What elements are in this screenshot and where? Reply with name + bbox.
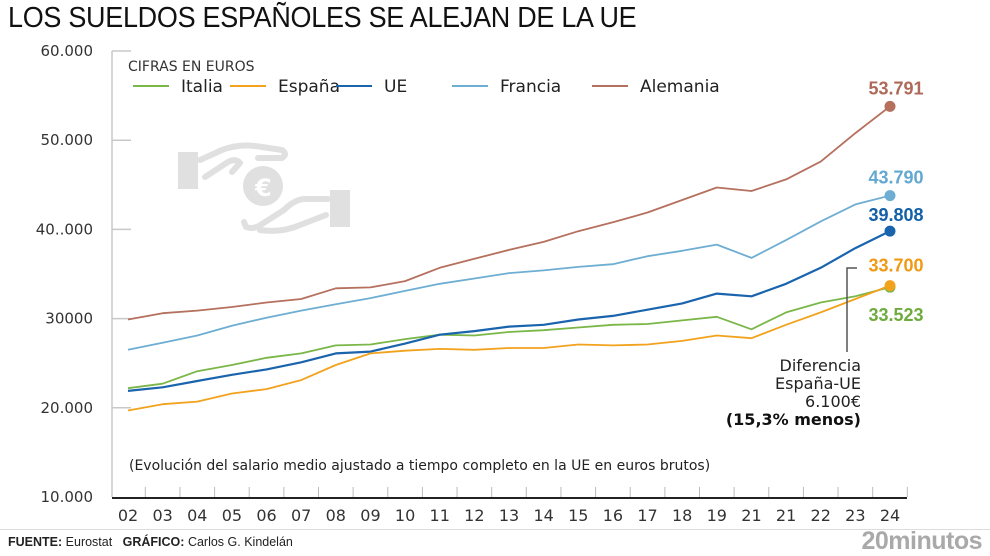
annotation-bracket	[846, 267, 857, 352]
footer-divider	[0, 529, 990, 530]
x-tick-label: 08	[326, 506, 346, 525]
annotation-line: España-UE	[775, 374, 861, 393]
legend-label-alemania: Alemania	[640, 77, 720, 97]
y-tick-label: 30000	[45, 310, 93, 328]
x-tick-label: 07	[291, 506, 311, 525]
x-tick-label: 24	[880, 506, 900, 525]
x-tick-label: 15	[568, 506, 588, 525]
series-line-italia	[127, 286, 891, 390]
source-label: FUENTE:	[8, 535, 63, 549]
svg-text:€: €	[254, 174, 272, 202]
x-tick-label: 17	[637, 506, 657, 525]
end-labels: 33.523 33.700 39.808 43.790 53.791	[868, 78, 923, 325]
annotation-highlight: (15,3% menos)	[726, 410, 861, 429]
line-chart: € 10.000 20.000 30000 40..000 50.000 60.000 02…	[36, 42, 924, 525]
hands-euro-coin-icon: €	[178, 142, 350, 234]
x-tick-label: 11	[430, 506, 450, 525]
end-point-francia	[884, 190, 896, 202]
legend-label-ue: UE	[384, 77, 407, 97]
x-tick-label: 02	[118, 506, 138, 525]
x-tick-label: 21	[741, 506, 761, 525]
x-tick-label: 04	[187, 506, 207, 525]
end-label-alemania: 53.791	[868, 78, 923, 98]
source-value: Eurostat	[65, 535, 113, 549]
end-label-italia: 33.523	[868, 305, 923, 325]
end-point-ue	[884, 225, 896, 237]
series-line-francia	[127, 194, 891, 351]
x-tick-label: 09	[360, 506, 380, 525]
x-tick-label: 19	[707, 506, 727, 525]
x-tick-label: 14	[533, 506, 553, 525]
series-line-alemania	[127, 105, 891, 321]
end-label-españa: 33.700	[868, 256, 923, 276]
chart-title: LOS SUELDOS ESPAÑOLES SE ALEJAN DE LA UE	[8, 2, 637, 34]
legend-label-francia: Francia	[500, 77, 561, 97]
legend-label-italia: Italia	[181, 77, 223, 97]
series-line-españa	[127, 284, 891, 412]
x-tick-label: 18	[672, 506, 692, 525]
x-tick-label: 12	[464, 506, 484, 525]
x-tick-label: 16	[603, 506, 623, 525]
chart-note: (Evolución del salario medio ajustado a …	[129, 458, 710, 474]
x-tick-label: 21	[776, 506, 796, 525]
end-point-españa	[884, 280, 896, 292]
series-group	[127, 100, 896, 412]
x-tick-label: 05	[222, 506, 242, 525]
x-tick-label: 03	[152, 506, 172, 525]
legend-label-españa: España	[278, 77, 340, 97]
x-tick-label: 10	[395, 506, 415, 525]
brand-logo: 20minutos	[861, 527, 982, 555]
footer-credits: FUENTE: Eurostat GRÁFICO: Carlos G. Kind…	[8, 535, 293, 549]
annotation-line: 6.100€	[805, 392, 861, 411]
y-tick-label: 20.000	[41, 399, 94, 417]
end-point-alemania	[884, 100, 896, 112]
graphic-label: GRÁFICO:	[122, 535, 185, 549]
legend: CIFRAS EN EUROS Italia España UE Francia Alem…	[128, 59, 720, 97]
axes: 10.000 20.000 30000 40..000 50.000 60.000 02 03…	[36, 42, 908, 525]
y-tick-label: 60.000	[41, 42, 94, 60]
y-tick-label: 10.000	[41, 488, 94, 506]
y-tick-label: 50.000	[41, 131, 94, 149]
graphic-value: Carlos G. Kindelán	[187, 535, 293, 549]
x-tick-label: 22	[811, 506, 831, 525]
x-tick-label: 23	[845, 506, 865, 525]
end-label-ue: 39.808	[868, 205, 923, 225]
end-label-francia: 43.790	[868, 168, 923, 188]
y-tick-label: 40..000	[36, 220, 93, 238]
x-tick-label: 13	[499, 506, 519, 525]
series-line-ue	[127, 230, 891, 392]
annotation-line: Diferencia	[780, 356, 862, 375]
x-tick-label: 06	[256, 506, 276, 525]
units-label: CIFRAS EN EUROS	[128, 59, 255, 75]
